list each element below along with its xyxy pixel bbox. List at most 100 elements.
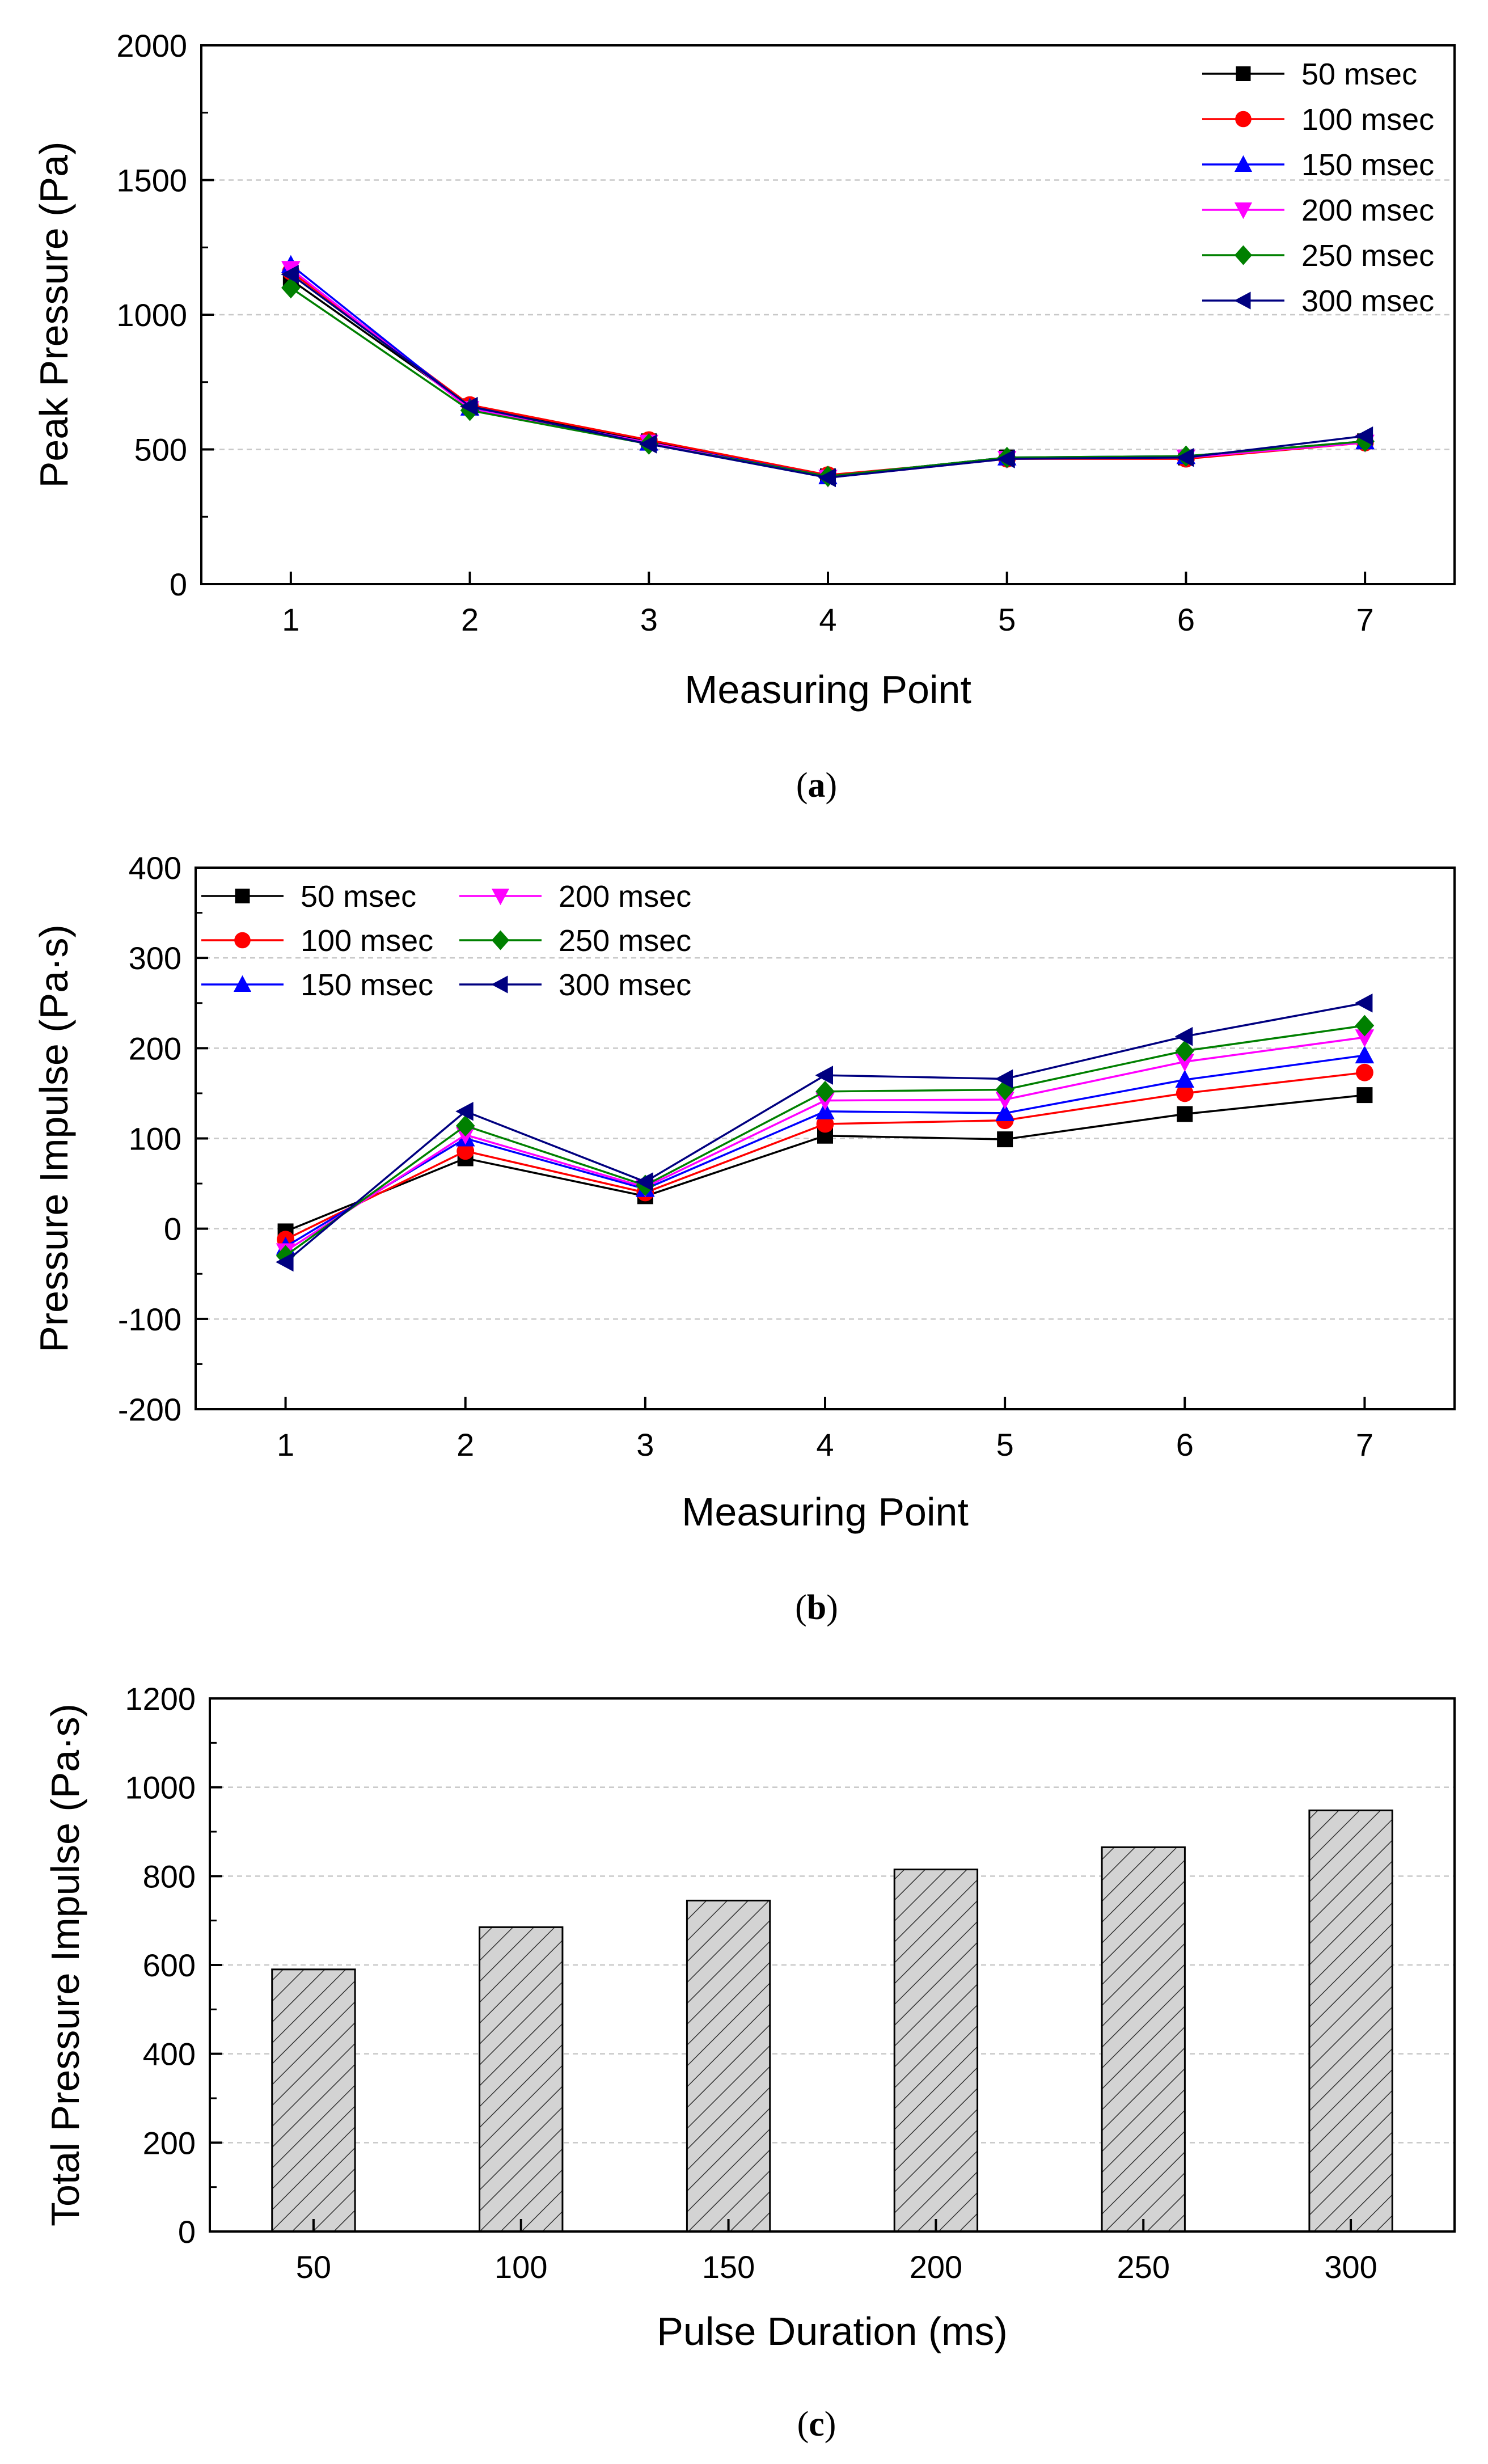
- panel-a-y-axis-title: Peak Pressure (Pa): [32, 142, 76, 488]
- x-tick-label: 2: [461, 602, 479, 637]
- panel-c-x-ticks: 50 100 150 200 250 300: [296, 2219, 1377, 2285]
- x-tick-label: 7: [1356, 602, 1374, 637]
- data-point: [1175, 1040, 1195, 1062]
- x-tick-label: 4: [819, 602, 836, 637]
- panel-c-caption: (c): [797, 2405, 836, 2444]
- series-50-msec: [282, 272, 1373, 484]
- legend-entry: 150 msec: [1202, 148, 1434, 182]
- y-tick-label: 500: [134, 432, 187, 468]
- x-tick-label: 1: [277, 1427, 294, 1463]
- bar: [686, 1899, 771, 2233]
- data-point: [818, 468, 836, 488]
- legend-marker: [233, 975, 252, 992]
- legend-label: 300 msec: [559, 968, 691, 1002]
- y-tick-label: 200: [143, 2125, 196, 2161]
- x-tick-label: 4: [816, 1427, 834, 1463]
- legend-marker: [491, 889, 510, 906]
- data-point: [276, 1252, 294, 1272]
- series-line: [290, 287, 1366, 477]
- legend-label: 100 msec: [1301, 103, 1434, 137]
- legend-marker: [1235, 111, 1252, 128]
- series-line: [290, 264, 1366, 477]
- panel-b-x-ticks: 1 2 3 4 5 6 7: [277, 1397, 1373, 1463]
- legend-entry: 200 msec: [1202, 193, 1434, 227]
- caption-letter: b: [807, 1588, 826, 1627]
- x-tick-label: 3: [636, 1427, 654, 1463]
- caption-letter: c: [809, 2405, 825, 2444]
- x-tick-label: 150: [702, 2249, 755, 2285]
- data-point: [997, 1131, 1013, 1148]
- legend-label: 50 msec: [1301, 57, 1417, 91]
- data-point: [460, 396, 478, 416]
- legend-marker: [235, 889, 250, 903]
- data-point: [455, 1101, 474, 1121]
- y-tick-label: 1200: [125, 1681, 196, 1717]
- data-point: [1176, 447, 1194, 467]
- data-point: [455, 1115, 475, 1137]
- legend-marker: [1236, 66, 1251, 81]
- caption-open-paren: (: [795, 1588, 807, 1627]
- panel-a-caption: (a): [796, 766, 837, 805]
- legend-label: 150 msec: [301, 968, 433, 1002]
- data-point: [997, 449, 1015, 468]
- panel-a-y-ticks: 0 500 1000 1500 2000: [116, 28, 214, 602]
- series-line: [285, 1036, 1365, 1252]
- caption-close-paren: ): [826, 1588, 838, 1627]
- legend-marker: [491, 930, 510, 950]
- x-tick-label: 200: [910, 2249, 962, 2285]
- x-tick-label: 5: [998, 602, 1016, 637]
- caption-open-paren: (: [796, 766, 808, 805]
- y-tick-label: 600: [143, 1947, 196, 1983]
- data-point: [639, 434, 657, 454]
- series-100-msec: [282, 263, 1374, 484]
- panel-b-series: [276, 993, 1375, 1272]
- y-tick-label: 400: [129, 850, 181, 886]
- data-point: [456, 1142, 475, 1160]
- legend-marker: [491, 975, 508, 994]
- panel-a: 0 500 1000 1500 2000 1 2 3 4 5 6 7 Measuring Point…: [32, 28, 1456, 805]
- y-tick-label: -200: [118, 1392, 181, 1427]
- caption-close-paren: ): [826, 766, 838, 805]
- data-point: [281, 277, 301, 299]
- y-tick-label: 200: [129, 1030, 181, 1066]
- legend-entry: 250 msec: [459, 924, 691, 958]
- series-line: [290, 278, 1366, 477]
- data-point: [1174, 1026, 1193, 1046]
- x-tick-label: 7: [1356, 1427, 1373, 1463]
- caption-open-paren: (: [797, 2405, 809, 2444]
- legend-marker: [1234, 291, 1251, 310]
- panel-b-y-axis-title: Pressure Impulse (Pa·s): [32, 924, 76, 1353]
- data-point: [995, 1103, 1014, 1121]
- data-point: [1354, 993, 1373, 1013]
- x-tick-label: 6: [1177, 602, 1195, 637]
- series-200-msec: [276, 1029, 1375, 1261]
- legend-marker: [1234, 155, 1253, 172]
- x-tick-label: 5: [996, 1427, 1014, 1463]
- y-tick-label: 400: [143, 2036, 196, 2072]
- y-tick-label: 1500: [116, 163, 187, 198]
- series-300-msec: [276, 993, 1373, 1272]
- bar: [893, 1869, 979, 2233]
- bar: [271, 1968, 356, 2233]
- panel-c-y-axis-title: Total Pressure Impulse (Pa·s): [43, 1704, 87, 2226]
- legend-label: 250 msec: [1301, 239, 1434, 273]
- data-point: [1356, 1087, 1373, 1104]
- legend-label: 250 msec: [559, 924, 691, 958]
- x-tick-label: 6: [1176, 1427, 1194, 1463]
- panel-c-grid: [210, 1786, 1455, 2144]
- data-point: [815, 1066, 833, 1085]
- data-point: [815, 1080, 835, 1102]
- data-point: [816, 1115, 834, 1133]
- y-tick-label: 100: [129, 1121, 181, 1157]
- x-tick-label: 3: [640, 602, 658, 637]
- y-tick-label: 2000: [116, 28, 187, 64]
- panel-c-bars: [271, 1809, 1393, 2233]
- x-tick-label: 50: [296, 2249, 331, 2285]
- bar: [479, 1926, 564, 2233]
- panel-b-legend: 50 msec 100 msec 150 msec 200 msec 250 msec 3…: [201, 880, 691, 1002]
- legend-entry: 100 msec: [1202, 103, 1434, 137]
- legend-label: 50 msec: [301, 880, 416, 914]
- legend-marker: [1234, 202, 1253, 219]
- panel-c-plot-frame: [209, 1697, 1456, 2233]
